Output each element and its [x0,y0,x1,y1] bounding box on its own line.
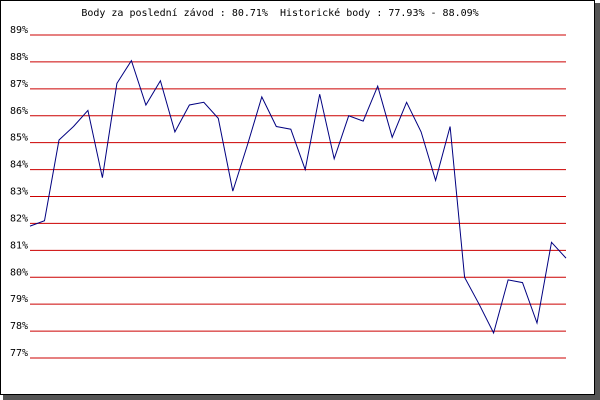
y-tick-label: 86% [10,106,28,117]
y-tick-label: 84% [10,160,28,171]
frame [0,0,595,395]
y-tick-label: 81% [10,240,28,251]
y-tick-label: 89% [10,25,28,36]
y-tick-label: 88% [10,52,28,63]
y-tick-label: 77% [10,348,28,359]
y-tick-label: 85% [10,133,28,144]
chart-title: Body za poslední závod : 80.71% Historic… [81,7,478,19]
y-tick-label: 82% [10,213,28,224]
data-line [29,59,567,335]
y-tick-label: 87% [10,79,28,90]
y-tick-label: 83% [10,187,28,198]
y-tick-label: 78% [10,321,28,332]
y-tick-label: 79% [10,294,28,305]
y-tick-label: 80% [10,267,28,278]
